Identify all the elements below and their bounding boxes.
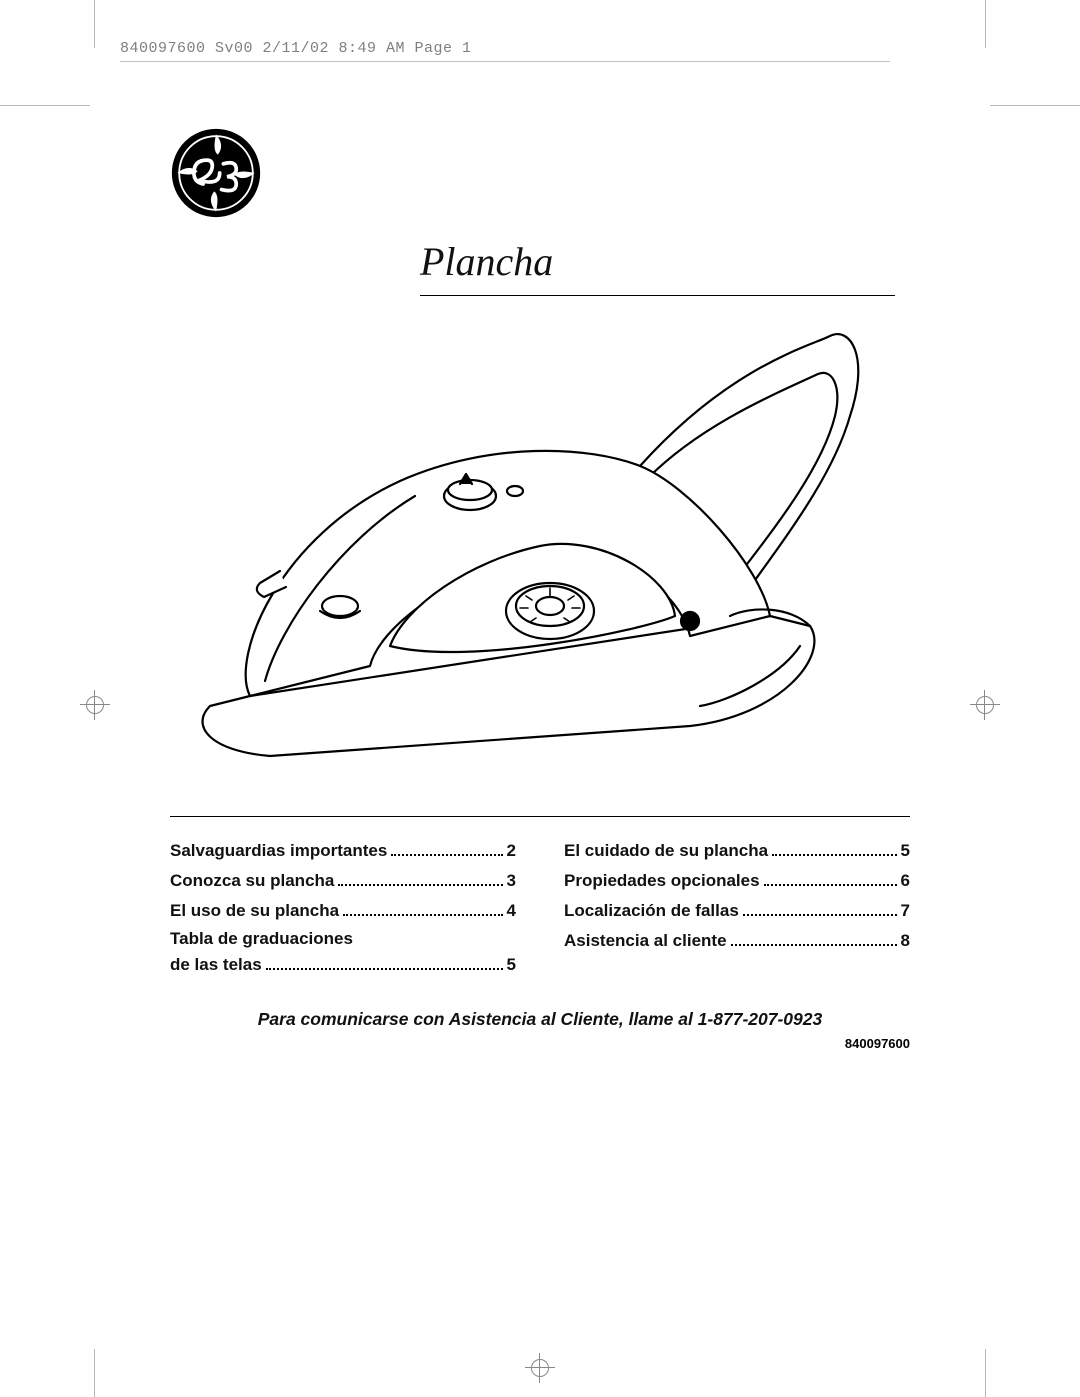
toc-leader — [731, 929, 897, 946]
toc-leader — [764, 869, 897, 886]
toc-column-right: El cuidado de su plancha 5 Propiedades o… — [564, 839, 910, 983]
toc-page: 4 — [507, 901, 516, 921]
crop-mark — [990, 105, 1080, 106]
brand-logo — [170, 127, 960, 224]
document-number: 840097600 — [170, 1036, 910, 1051]
toc-entry: Conozca su plancha 3 — [170, 869, 516, 891]
table-of-contents: Salvaguardias importantes 2 Conozca su p… — [170, 839, 910, 983]
toc-leader — [343, 899, 502, 916]
toc-entry: Salvaguardias importantes 2 — [170, 839, 516, 861]
toc-entry: Localización de fallas 7 — [564, 899, 910, 921]
toc-label: El uso de su plancha — [170, 901, 339, 921]
toc-label: Localización de fallas — [564, 901, 739, 921]
crop-mark — [985, 1349, 986, 1397]
toc-label: Salvaguardias importantes — [170, 841, 387, 861]
ge-logo-icon — [170, 127, 262, 219]
toc-entry: Asistencia al cliente 8 — [564, 929, 910, 951]
toc-label: Asistencia al cliente — [564, 931, 727, 951]
document-title: Plancha — [420, 238, 895, 296]
toc-page: 7 — [901, 901, 910, 921]
toc-entry: El cuidado de su plancha 5 — [564, 839, 910, 861]
toc-entry: Tabla de graduaciones de las telas 5 — [170, 929, 516, 975]
document-page: 840097600 Sv00 2/11/02 8:49 AM Page 1 — [0, 0, 1080, 1397]
registration-mark-icon — [80, 690, 110, 720]
toc-page: 3 — [507, 871, 516, 891]
toc-page: 8 — [901, 931, 910, 951]
separator-rule — [170, 816, 910, 817]
toc-label: Propiedades opcionales — [564, 871, 760, 891]
registration-mark-icon — [970, 690, 1000, 720]
crop-mark — [94, 0, 95, 48]
toc-page: 2 — [507, 841, 516, 861]
iron-line-drawing — [170, 306, 890, 804]
crop-mark — [0, 105, 90, 106]
toc-label: Tabla de graduaciones — [170, 929, 516, 949]
toc-leader — [266, 953, 503, 970]
toc-leader — [338, 869, 502, 886]
crop-mark — [94, 1349, 95, 1397]
toc-page: 5 — [507, 955, 516, 975]
toc-leader — [743, 899, 897, 916]
toc-leader — [391, 839, 502, 856]
toc-page: 6 — [901, 871, 910, 891]
toc-entry: El uso de su plancha 4 — [170, 899, 516, 921]
crop-mark — [985, 0, 986, 48]
customer-assistance-line: Para comunicarse con Asistencia al Clien… — [170, 1009, 910, 1030]
toc-column-left: Salvaguardias importantes 2 Conozca su p… — [170, 839, 516, 983]
prepress-header: 840097600 Sv00 2/11/02 8:49 AM Page 1 — [120, 40, 890, 62]
toc-label: El cuidado de su plancha — [564, 841, 768, 861]
toc-entry: Propiedades opcionales 6 — [564, 869, 910, 891]
toc-leader — [772, 839, 896, 856]
product-illustration — [170, 306, 890, 804]
toc-label-cont: de las telas — [170, 955, 262, 975]
toc-label: Conozca su plancha — [170, 871, 334, 891]
toc-page: 5 — [901, 841, 910, 861]
